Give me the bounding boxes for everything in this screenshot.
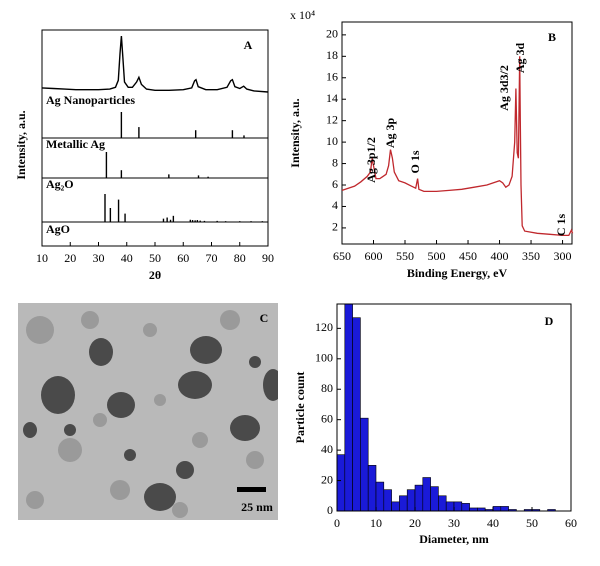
- bar: [391, 501, 400, 511]
- peak-annotation: O 1s: [408, 150, 422, 173]
- y-tick-label: 12: [326, 112, 338, 126]
- tem-image: [18, 303, 278, 520]
- x-axis-label: 2θ: [149, 268, 161, 282]
- pattern-label: Metallic Ag: [46, 137, 105, 151]
- x-tick-label: 300: [554, 249, 572, 263]
- x-tick-label: 30: [93, 251, 105, 265]
- y-tick-label: 10: [326, 134, 338, 148]
- x-tick-label: 500: [428, 249, 446, 263]
- bar: [461, 503, 470, 511]
- y-tick-label: 80: [321, 381, 333, 395]
- x-tick-label: 350: [522, 249, 540, 263]
- y-tick-label: 20: [321, 472, 333, 486]
- y-tick-label: 8: [332, 155, 338, 169]
- x-tick-label: 600: [365, 249, 383, 263]
- x-tick-label: 50: [526, 516, 538, 530]
- peak-annotation: Ag 3p: [383, 118, 397, 149]
- y-axis-label: Intensity, a.u.: [14, 110, 28, 179]
- x-axis-label: Binding Energy, eV: [407, 266, 508, 280]
- x-tick-label: 20: [409, 516, 421, 530]
- y-tick-label: 60: [321, 411, 333, 425]
- x-tick-label: 70: [206, 251, 218, 265]
- x-tick-label: 60: [565, 516, 577, 530]
- x-tick-label: 0: [334, 516, 340, 530]
- x-tick-label: 40: [487, 516, 499, 530]
- x-tick-label: 80: [234, 251, 246, 265]
- bar: [492, 506, 502, 511]
- bar: [438, 495, 447, 511]
- axis-multiplier: x 10⁴: [290, 8, 315, 22]
- y-axis-label: Intensity, a.u.: [288, 98, 302, 167]
- bar: [406, 489, 416, 511]
- y-tick-label: 18: [326, 48, 338, 62]
- bar: [360, 417, 369, 511]
- x-axis-label: Diameter, nm: [419, 532, 489, 546]
- bar: [414, 484, 424, 511]
- x-tick-label: 60: [177, 251, 189, 265]
- y-tick-label: 40: [321, 442, 333, 456]
- x-tick-label: 50: [149, 251, 161, 265]
- x-tick-label: 550: [396, 249, 414, 263]
- bar: [375, 481, 385, 511]
- bar: [453, 501, 463, 511]
- x-tick-label: 40: [121, 251, 133, 265]
- plot-frame: [341, 21, 573, 245]
- bar: [352, 317, 361, 511]
- y-tick-label: 16: [326, 70, 338, 84]
- y-tick-label: 20: [326, 27, 338, 41]
- bar: [430, 486, 439, 511]
- x-tick-label: 30: [448, 516, 460, 530]
- pattern-label: Ag Nanoparticles: [46, 93, 135, 107]
- x-tick-label: 650: [333, 249, 351, 263]
- x-tick-label: 450: [459, 249, 477, 263]
- pattern-label: AgO: [46, 222, 70, 236]
- bars: [337, 304, 556, 511]
- y-tick-label: 14: [326, 91, 338, 105]
- x-tick-label: 10: [36, 251, 48, 265]
- panel-label: B: [548, 30, 556, 44]
- bar: [367, 465, 377, 511]
- bar: [344, 304, 353, 511]
- y-tick-label: 100: [315, 351, 333, 365]
- panel-label: C: [260, 311, 269, 325]
- y-tick-label: 6: [332, 177, 338, 191]
- panel-label: A: [244, 38, 253, 52]
- y-axis-label: Particle count: [293, 372, 307, 444]
- peak-annotation: Ag 3d3/2: [497, 65, 511, 111]
- y-tick-label: 2: [332, 220, 338, 234]
- bar: [500, 506, 509, 511]
- bar: [337, 454, 346, 511]
- y-tick-label: 0: [327, 503, 333, 517]
- peak-annotation: C 1s: [554, 214, 568, 237]
- bar: [445, 501, 455, 511]
- pattern-label: Ag₂O: [46, 177, 74, 191]
- spectrum-line: [341, 56, 574, 237]
- x-tick-label: 400: [491, 249, 509, 263]
- peak-annotation: Ag 3p1/2: [364, 137, 378, 183]
- bar: [383, 489, 392, 511]
- x-tick-label: 90: [262, 251, 274, 265]
- panel-label: D: [545, 314, 554, 328]
- peak-annotation: Ag 3d: [513, 43, 527, 74]
- x-tick-label: 20: [64, 251, 76, 265]
- bar: [422, 477, 431, 511]
- scale-bar-label: 25 nm: [241, 500, 273, 514]
- bar: [399, 495, 408, 511]
- y-tick-label: 120: [315, 320, 333, 334]
- y-tick-label: 4: [332, 198, 338, 212]
- x-tick-label: 10: [370, 516, 382, 530]
- xrd-pattern: [41, 35, 269, 93]
